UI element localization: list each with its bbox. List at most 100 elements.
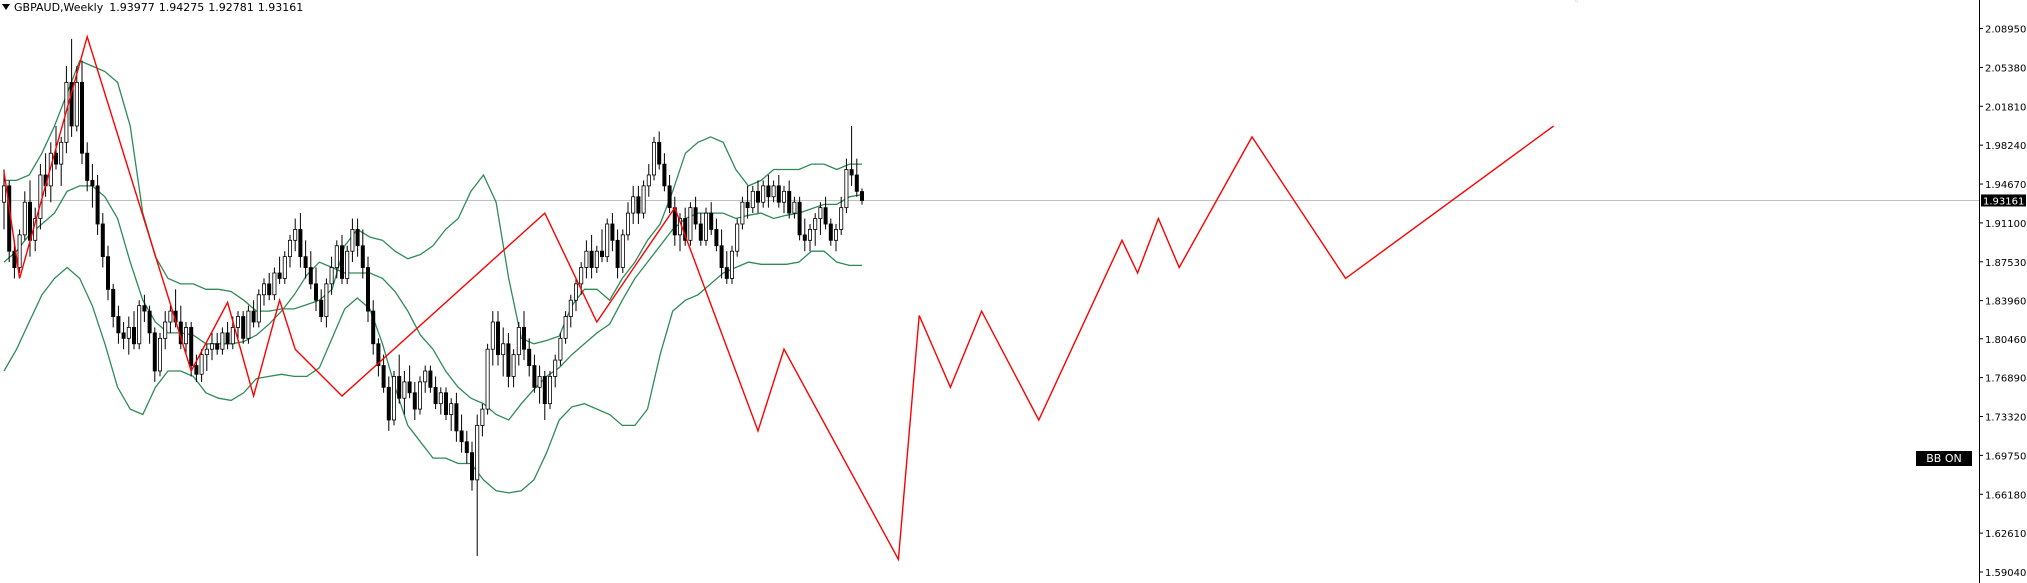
candle-body-bullish <box>735 223 740 252</box>
ohlc-open: 1.93977 <box>109 0 155 14</box>
candle-body-bullish <box>792 201 797 214</box>
candle-body-bearish <box>428 370 433 388</box>
candle-body-bearish <box>194 365 199 375</box>
candle-body-bullish <box>256 294 261 323</box>
candle-body-bearish <box>319 299 324 317</box>
candle-body-bullish <box>350 229 355 252</box>
candle-body-bullish <box>261 283 266 296</box>
candle-body-bearish <box>106 256 111 290</box>
candle-body-bullish <box>183 327 188 345</box>
candle-body-bearish <box>443 392 448 415</box>
chart-settings-icon[interactable]: ◦ <box>1574 0 1580 7</box>
price-tick-label: 1.66180 <box>1985 490 2026 501</box>
price-tick-label: 1.73320 <box>1985 413 2026 424</box>
collapse-triangle-icon[interactable] <box>2 4 10 10</box>
candle-body-bullish <box>235 316 240 328</box>
bb-indicator-tag[interactable]: BB ON <box>1916 451 1972 466</box>
candle-body-bullish <box>553 359 558 377</box>
zigzag-indicator <box>3 34 1555 562</box>
candle-body-bearish <box>724 267 729 279</box>
candle-body-bullish <box>563 316 568 339</box>
candle-body-bearish <box>459 430 464 443</box>
candle-body-bullish <box>730 250 735 279</box>
candle-body-bearish <box>610 223 615 241</box>
candle-body-bullish <box>839 207 844 230</box>
candle-body-bearish <box>339 245 344 279</box>
candle-body-bearish <box>756 190 761 203</box>
candle-body-bullish <box>501 343 506 356</box>
candle-body-bullish <box>324 283 329 317</box>
candle-body-bearish <box>495 321 500 356</box>
candle-body-bearish <box>147 310 152 334</box>
candle-body-bullish <box>345 250 350 279</box>
candle-body-bullish <box>761 185 766 203</box>
candle-body-bearish <box>80 82 85 154</box>
candle-body-bearish <box>532 365 537 388</box>
candle-body-bearish <box>69 82 74 127</box>
candle-body-bearish <box>860 191 865 201</box>
candle-body-bullish <box>584 250 589 268</box>
bollinger-lower-band <box>3 250 862 494</box>
candle-body-bullish <box>2 185 7 203</box>
symbol-timeframe: GBPAUD,Weekly <box>14 0 104 14</box>
candle-body-bearish <box>251 310 256 323</box>
candle-body-bullish <box>574 283 579 301</box>
candle-body-bullish <box>652 141 657 176</box>
candle-body-bearish <box>615 239 620 268</box>
candle-body-bullish <box>641 185 646 214</box>
candle-body-bullish <box>631 196 636 214</box>
candle-body-bullish <box>417 381 422 410</box>
candle-body-bullish <box>834 229 839 241</box>
candle-body-bearish <box>589 250 594 268</box>
candle-body-bullish <box>423 370 428 383</box>
candle-body-bearish <box>27 201 32 241</box>
candle-body-bullish <box>475 425 480 481</box>
candle-body-bearish <box>90 180 95 187</box>
candle-body-bearish <box>464 441 469 454</box>
candle-body-bullish <box>38 174 43 219</box>
candle-body-bearish <box>215 343 220 350</box>
candle-body-bullish <box>740 201 745 225</box>
candle-body-bearish <box>381 365 386 388</box>
price-tick-label: 2.01810 <box>1985 102 2026 113</box>
candle-body-bullish <box>230 327 235 345</box>
candle-body-bearish <box>636 196 641 214</box>
candle-body-bullish <box>293 229 298 241</box>
candle-body-bearish <box>85 152 90 181</box>
candle-body-bullish <box>59 141 64 165</box>
candle-body-bearish <box>313 283 318 301</box>
candle-body-bearish <box>714 229 719 247</box>
candle-body-bullish <box>750 190 755 209</box>
candle-body-bearish <box>189 327 194 366</box>
current-price-box <box>1981 194 2026 207</box>
candle-body-bearish <box>355 229 360 247</box>
candle-body-bullish <box>558 337 563 361</box>
candle-body-bullish <box>813 218 818 230</box>
candle-body-bearish <box>657 141 662 165</box>
candle-body-bearish <box>121 332 126 339</box>
candle-body-bullish <box>17 234 22 268</box>
candle-body-bullish <box>282 256 287 279</box>
candle-body-bearish <box>802 234 807 241</box>
candle-body-bearish <box>506 343 511 377</box>
price-tick-label: 1.83960 <box>1985 297 2026 308</box>
candle-body-bullish <box>391 376 396 421</box>
candle-body-bullish <box>808 229 813 241</box>
candle-body-bullish <box>157 337 162 372</box>
candle-body-bullish <box>704 212 709 241</box>
candle-body-bearish <box>776 185 781 203</box>
candle-body-bullish <box>490 321 495 350</box>
candle-body-bearish <box>667 185 672 209</box>
candle-body-bullish <box>74 82 79 127</box>
candle-body-bullish <box>220 332 225 350</box>
candle-body-bearish <box>298 229 303 258</box>
candle-body-bullish <box>329 267 334 285</box>
candle-body-bullish <box>209 343 214 350</box>
candle-body-bearish <box>412 392 417 410</box>
candle-body-bearish <box>849 169 854 176</box>
candle-body-bullish <box>287 239 292 258</box>
candle-body-bullish <box>511 354 516 377</box>
bollinger-middle-band <box>3 185 863 421</box>
candle-body-bearish <box>522 327 527 350</box>
